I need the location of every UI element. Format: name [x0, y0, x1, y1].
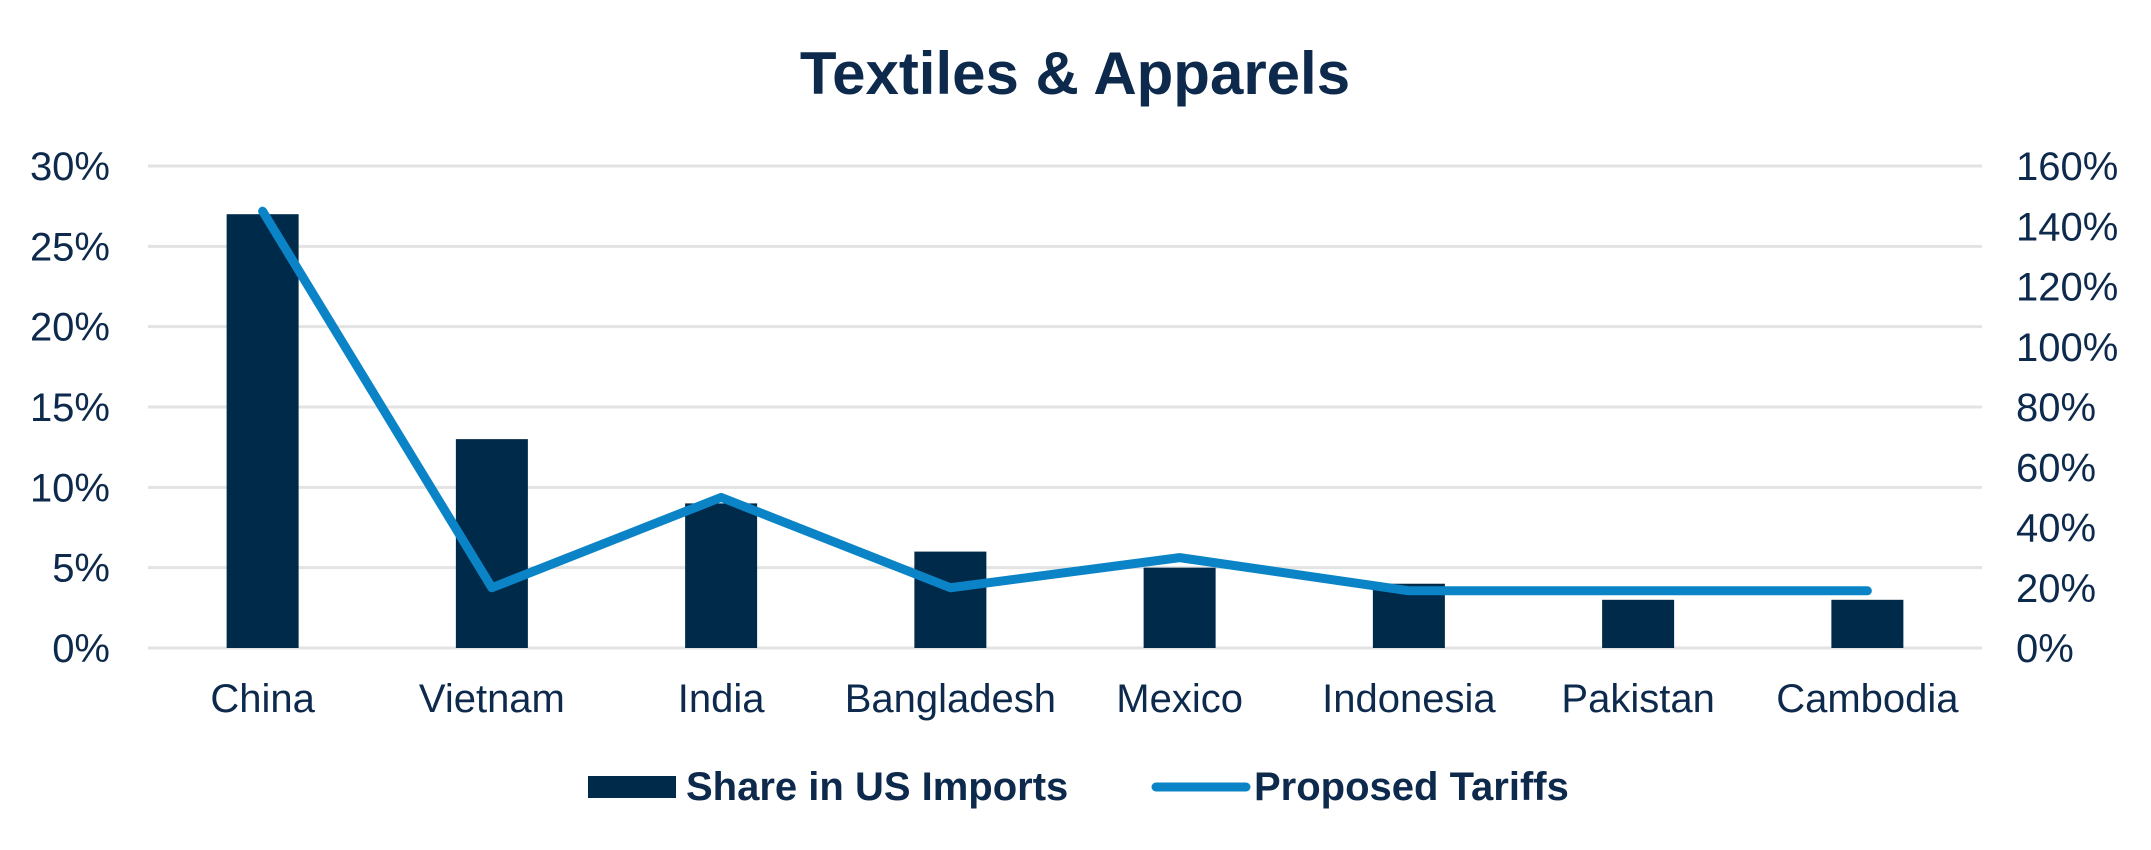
bar: [914, 551, 987, 648]
category-label: Indonesia: [1322, 677, 1496, 721]
bar: [226, 214, 299, 648]
tariff-line: [258, 206, 1872, 596]
legend-swatch-bar: [588, 776, 676, 798]
right-tick-label: 120%: [2016, 266, 2118, 310]
right-tick-label: 60%: [2016, 446, 2096, 490]
left-tick-label: 20%: [30, 306, 110, 350]
right-axis: 0% 20% 40% 60% 80% 100% 120% 140% 160%: [2016, 145, 2118, 671]
bar: [1831, 599, 1904, 648]
right-tick-label: 80%: [2016, 386, 2096, 430]
line-series: [258, 206, 1872, 596]
legend-label-bar: Share in US Imports: [686, 765, 1068, 809]
right-tick-label: 20%: [2016, 567, 2096, 611]
bar-series: [226, 214, 1904, 648]
category-label: Vietnam: [419, 677, 565, 721]
chart-title: Textiles & Apparels: [800, 40, 1350, 107]
legend: Share in US Imports Proposed Tariffs: [588, 765, 1569, 809]
right-tick-label: 160%: [2016, 145, 2118, 189]
left-tick-label: 30%: [30, 145, 110, 189]
category-label: Mexico: [1116, 677, 1243, 721]
category-axis: China Vietnam India Bangladesh Mexico Indones…: [210, 677, 1959, 721]
right-tick-label: 140%: [2016, 205, 2118, 249]
right-tick-label: 100%: [2016, 326, 2118, 370]
legend-label-line: Proposed Tariffs: [1254, 765, 1569, 809]
category-label: Bangladesh: [845, 677, 1056, 721]
left-tick-label: 15%: [30, 386, 110, 430]
right-tick-label: 0%: [2016, 627, 2074, 671]
gridlines: [148, 164, 1982, 650]
category-label: China: [210, 677, 315, 721]
left-tick-label: 10%: [30, 466, 110, 510]
left-tick-label: 0%: [52, 627, 110, 671]
left-tick-label: 5%: [52, 547, 110, 591]
bar: [1143, 567, 1216, 648]
category-label: Pakistan: [1561, 677, 1714, 721]
bar: [685, 503, 758, 648]
category-label: India: [678, 677, 765, 721]
category-label: Cambodia: [1776, 677, 1959, 721]
bar: [1602, 599, 1675, 648]
left-tick-label: 25%: [30, 225, 110, 269]
right-tick-label: 40%: [2016, 507, 2096, 551]
left-axis: 0% 5% 10% 15% 20% 25% 30%: [30, 145, 110, 671]
